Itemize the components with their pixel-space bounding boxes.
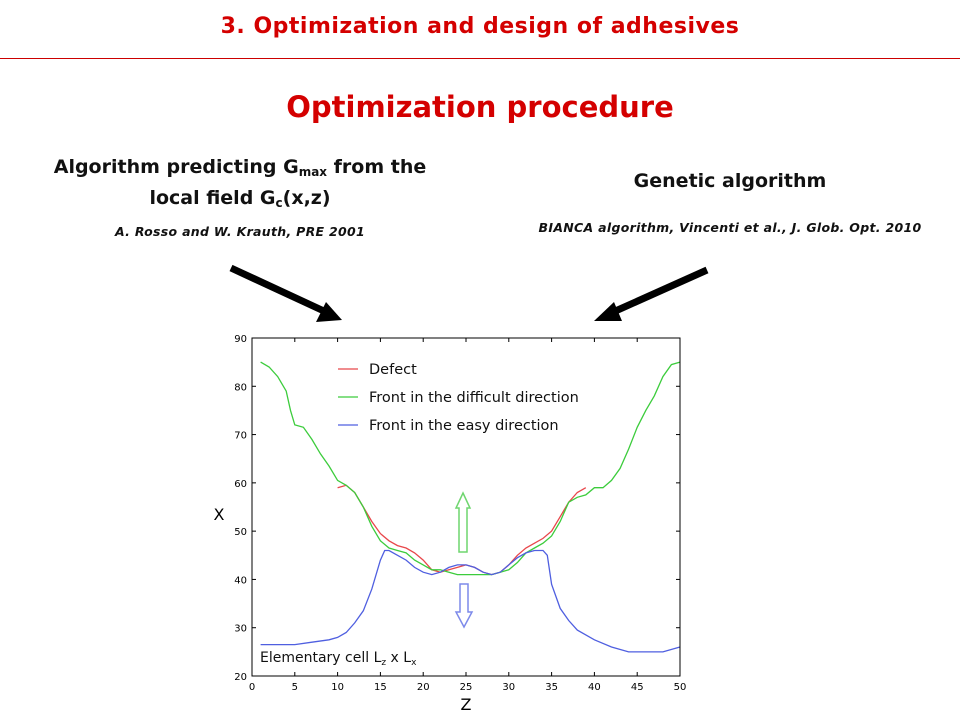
cell-label-sub1: z <box>381 658 386 668</box>
x-tick-label: 45 <box>631 682 644 693</box>
y-tick-label: 60 <box>234 479 247 490</box>
cell-label-prefix: Elementary cell L <box>260 650 382 666</box>
y-tick-label: 70 <box>234 431 247 442</box>
x-tick-label: 40 <box>588 682 601 693</box>
x-tick-label: 35 <box>545 682 558 693</box>
left-column-title: Algorithm predicting Gmax from the local… <box>20 154 460 216</box>
series-line-2 <box>260 549 681 653</box>
x-tick-label: 20 <box>417 682 430 693</box>
left-citation: A. Rosso and W. Krauth, PRE 2001 <box>114 224 366 239</box>
slide-title: Optimization procedure <box>286 90 674 124</box>
header-bar: 3. Optimization and design of adhesives <box>0 0 960 59</box>
x-tick-label: 30 <box>502 682 515 693</box>
section-title: 3. Optimization and design of adhesives <box>220 14 740 39</box>
y-axis-label: X <box>214 505 225 524</box>
right-column-title: Genetic algorithm <box>633 170 827 192</box>
y-tick-label: 40 <box>234 575 247 586</box>
y-tick-label: 50 <box>234 527 247 538</box>
legend-label-2: Front in the easy direction <box>369 418 559 434</box>
x-tick-label: 50 <box>674 682 687 693</box>
y-tick-label: 90 <box>234 334 247 345</box>
plot-frame <box>251 337 681 677</box>
left-title-line2: local field G <box>149 187 276 209</box>
up-arrow-icon <box>454 491 472 553</box>
y-tick-label: 30 <box>234 624 247 635</box>
right-citation: BIANCA algorithm, Vincenti et al., J. Gl… <box>538 220 922 235</box>
x-tick-label: 10 <box>331 682 344 693</box>
cell-label-sub2: x <box>411 658 417 668</box>
y-tick-label: 80 <box>234 382 247 393</box>
left-title-sub1: max <box>298 165 328 179</box>
left-title-part3: (x,z) <box>282 187 331 209</box>
down-arrow-icon <box>454 583 474 629</box>
plot-area-bg <box>252 338 680 676</box>
legend-label-0: Defect <box>369 362 417 378</box>
x-tick-label: 0 <box>249 682 255 693</box>
series-line-1 <box>260 361 681 576</box>
x-tick-label: 5 <box>292 682 298 693</box>
legend: Defect Front in the difficult direction Fr… <box>338 362 579 434</box>
elementary-cell-label: Elementary cell Lz x Lx <box>260 650 417 668</box>
header-divider <box>0 58 960 59</box>
left-title-part1: Algorithm predicting G <box>53 156 299 178</box>
left-title-part2: from the <box>327 156 427 178</box>
x-axis-label: Z <box>461 695 472 714</box>
left-title-sub2: c <box>275 196 283 210</box>
series-line-0 <box>337 484 587 576</box>
x-tick-label: 25 <box>460 682 473 693</box>
legend-label-1: Front in the difficult direction <box>369 390 579 406</box>
x-tick-label: 15 <box>374 682 387 693</box>
cell-label-mid: x L <box>386 650 411 666</box>
y-tick-label: 20 <box>234 672 247 683</box>
